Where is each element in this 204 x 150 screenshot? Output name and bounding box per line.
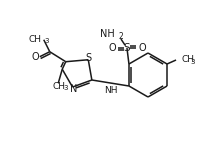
Text: O: O: [32, 52, 40, 62]
Text: CH: CH: [53, 82, 66, 91]
Text: 2: 2: [119, 32, 124, 41]
Text: CH: CH: [29, 35, 42, 44]
Text: O: O: [138, 43, 146, 53]
Text: 3: 3: [63, 85, 68, 91]
Text: S: S: [124, 43, 130, 53]
Text: O: O: [108, 43, 116, 53]
Text: N: N: [70, 84, 77, 94]
Text: NH: NH: [100, 29, 115, 39]
Text: S: S: [85, 53, 91, 63]
Text: CH: CH: [181, 56, 194, 64]
Text: NH: NH: [104, 86, 117, 95]
Text: 3: 3: [190, 58, 195, 64]
Text: 3: 3: [45, 38, 49, 44]
